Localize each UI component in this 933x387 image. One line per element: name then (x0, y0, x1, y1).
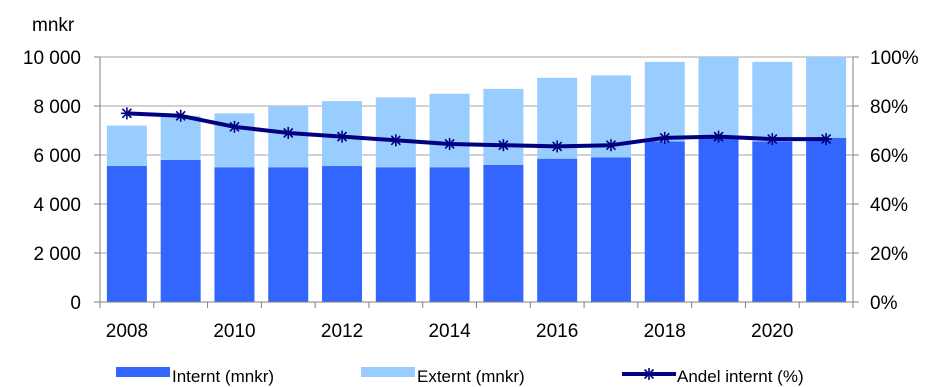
y-ticks-left: 0 2 000 4 000 6 000 8 000 10 000 (23, 48, 81, 314)
y-tick-label-left: 6 000 (33, 146, 81, 167)
bar-internt (322, 166, 363, 302)
bar-internt (106, 166, 147, 302)
y-tick-label-left: 8 000 (33, 97, 81, 118)
bar-internt (644, 141, 685, 302)
line-point-marker (174, 109, 187, 122)
line-point-marker (766, 133, 779, 146)
bar-internt (698, 137, 739, 302)
bar-externt (698, 57, 739, 138)
x-tick-label: 2010 (213, 321, 255, 342)
line-andel-internt (126, 111, 827, 149)
bar-externt (160, 115, 201, 160)
bar-internt (483, 164, 524, 302)
line-point-marker (389, 134, 402, 147)
x-tick-label: 2012 (321, 321, 363, 342)
x-tick-label: 2008 (106, 321, 148, 342)
bar-internt (752, 141, 793, 302)
legend-label-andel: Andel internt (%) (677, 367, 804, 386)
bar-externt (644, 61, 685, 142)
y-tick-label-right: 60% (870, 146, 908, 167)
y-tick-label-right: 100% (870, 48, 919, 69)
bar-internt (806, 137, 847, 302)
y-tick-label-right: 80% (870, 97, 908, 118)
bar-internt (375, 167, 416, 302)
x-ticks: 2008 2010 2012 2014 2016 2018 2020 (106, 321, 794, 342)
y-tick-label-right: 40% (870, 195, 908, 216)
y-tick-label-left: 0 (70, 293, 81, 314)
y-ticks-right: 0% 20% 40% 60% 80% 100% (870, 48, 919, 314)
legend-swatch-externt (361, 367, 415, 377)
legend-label-externt: Externt (mnkr) (417, 367, 525, 386)
bar-externt (429, 93, 470, 168)
y-tick-label-right: 0% (870, 293, 898, 314)
bar-internt (160, 159, 201, 302)
bar-internt (214, 167, 255, 302)
line-point-marker (120, 107, 133, 120)
legend: Internt (mnkr) Externt (mnkr) Andel intern… (116, 367, 804, 386)
y-tick-label-left: 10 000 (23, 48, 81, 69)
line-point-marker (604, 139, 617, 152)
legend-marker-andel (643, 368, 655, 380)
bar-internt (537, 158, 578, 302)
bar-externt (483, 88, 524, 165)
bar-externt (806, 57, 847, 138)
gridlines (100, 56, 853, 254)
bars (106, 57, 847, 302)
x-tick-label: 2018 (644, 321, 686, 342)
bar-externt (375, 97, 416, 168)
bar-internt (590, 157, 631, 302)
x-tick-label: 2016 (536, 321, 578, 342)
bar-internt (429, 167, 470, 302)
line-point-marker (658, 131, 671, 144)
line-point-marker (228, 120, 241, 133)
line-point-marker (443, 137, 456, 150)
bar-externt (106, 125, 147, 167)
axes (94, 56, 859, 308)
x-tick-label: 2020 (751, 321, 793, 342)
legend-swatch-internt (116, 367, 170, 377)
line-point-marker (820, 133, 833, 146)
line-point-marker (712, 130, 725, 143)
x-tick-label: 2014 (428, 321, 471, 342)
line-series (120, 107, 833, 153)
line-point-marker (497, 139, 510, 152)
y-tick-label-left: 4 000 (33, 195, 81, 216)
y-tick-label-right: 20% (870, 244, 908, 265)
bar-internt (268, 167, 309, 302)
line-point-marker (551, 140, 564, 153)
y-tick-label-left: 2 000 (33, 244, 81, 265)
y-axis-label: mnkr (32, 15, 75, 36)
line-point-marker (282, 126, 295, 139)
line-point-marker (336, 130, 349, 143)
bar-externt (752, 61, 793, 142)
legend-label-internt: Internt (mnkr) (172, 367, 274, 386)
